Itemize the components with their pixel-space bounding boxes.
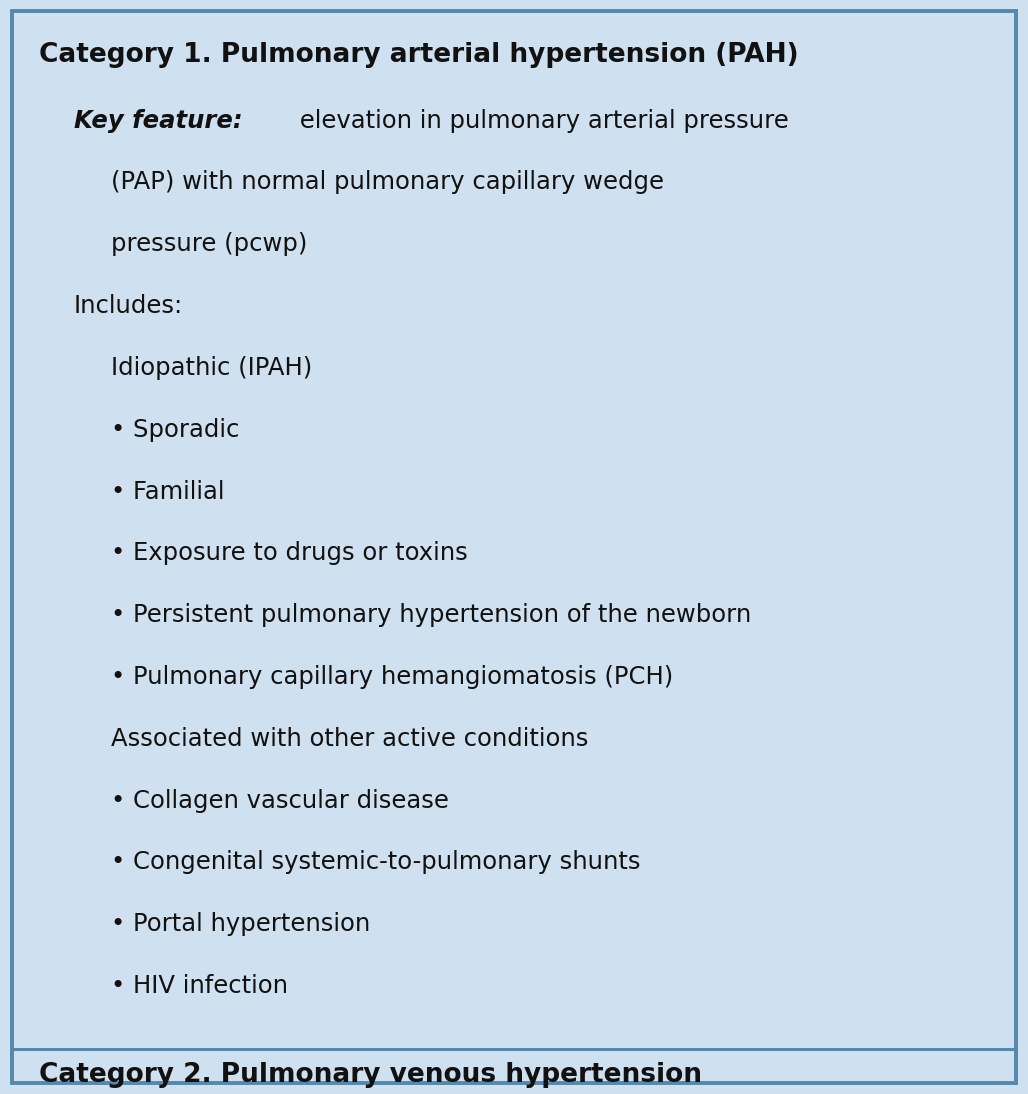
FancyBboxPatch shape (12, 11, 1016, 1083)
Text: Category 2. Pulmonary venous hypertension: Category 2. Pulmonary venous hypertensio… (39, 1062, 702, 1089)
Text: • Familial: • Familial (111, 479, 224, 503)
Text: Associated with other active conditions: Associated with other active conditions (111, 726, 588, 750)
Text: pressure (pcwp): pressure (pcwp) (111, 232, 307, 256)
Text: • HIV infection: • HIV infection (111, 974, 288, 998)
Text: • Persistent pulmonary hypertension of the newborn: • Persistent pulmonary hypertension of t… (111, 603, 751, 627)
Text: Idiopathic (IPAH): Idiopathic (IPAH) (111, 356, 313, 380)
Text: Includes:: Includes: (74, 294, 183, 318)
Text: • Portal hypertension: • Portal hypertension (111, 912, 370, 936)
Text: • Exposure to drugs or toxins: • Exposure to drugs or toxins (111, 542, 468, 566)
Text: • Congenital systemic-to-pulmonary shunts: • Congenital systemic-to-pulmonary shunt… (111, 850, 640, 874)
Text: Key feature:: Key feature: (74, 108, 243, 132)
Text: • Collagen vascular disease: • Collagen vascular disease (111, 789, 449, 813)
Text: • Sporadic: • Sporadic (111, 418, 240, 442)
Text: elevation in pulmonary arterial pressure: elevation in pulmonary arterial pressure (292, 108, 788, 132)
Text: • Pulmonary capillary hemangiomatosis (PCH): • Pulmonary capillary hemangiomatosis (P… (111, 665, 673, 689)
Text: (PAP) with normal pulmonary capillary wedge: (PAP) with normal pulmonary capillary we… (111, 171, 664, 195)
Text: Category 1. Pulmonary arterial hypertension (PAH): Category 1. Pulmonary arterial hypertens… (39, 42, 799, 68)
